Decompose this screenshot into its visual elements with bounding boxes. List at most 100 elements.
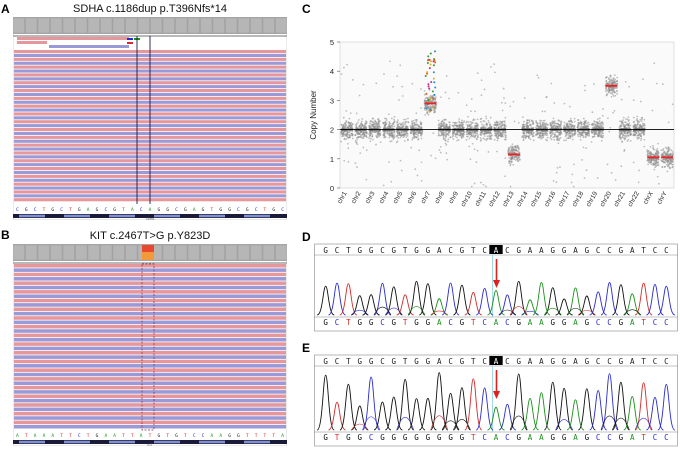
copy-number-point (606, 82, 609, 85)
copy-number-point (349, 130, 352, 133)
copy-number-point (448, 97, 451, 100)
panel-e-chromatogram: GGCTTGGGGCCGGGTGGGGGAGCGGGTTCCAACCGGAAAA… (314, 354, 678, 447)
coverage-bar (237, 17, 250, 34)
highlight-point (433, 59, 436, 62)
copy-number-point (634, 132, 637, 135)
called-base: G (516, 318, 521, 327)
trace-peak (339, 283, 358, 316)
copy-number-point (582, 146, 585, 149)
reference-base: C (255, 207, 258, 213)
copy-number-point (595, 121, 598, 123)
trace-peak (646, 396, 664, 431)
sequencing-read (14, 403, 286, 407)
reference-base: G (157, 433, 160, 439)
copy-number-point (377, 121, 380, 124)
reference-base: T (131, 433, 134, 439)
copy-number-point (595, 130, 598, 133)
copy-number-point (556, 122, 559, 125)
sequencing-read (14, 381, 286, 385)
sequencing-read (14, 377, 286, 381)
copy-number-point (375, 143, 377, 146)
copy-number-point (596, 118, 599, 121)
copy-number-point (457, 91, 460, 94)
sequencing-read (14, 264, 286, 268)
copy-number-point (388, 130, 391, 133)
copy-number-point (460, 122, 462, 124)
copy-number-point (474, 135, 476, 138)
copy-number-point (465, 133, 468, 136)
secondary-peak (396, 417, 414, 431)
copy-number-point (657, 182, 660, 185)
copy-number-point (439, 96, 442, 99)
reference-base: G (619, 357, 624, 366)
copy-number-point (610, 89, 612, 92)
copy-number-point (501, 124, 503, 127)
copy-number-point (383, 117, 386, 120)
copy-number-point (454, 133, 457, 136)
sequencing-read (14, 407, 286, 412)
copy-number-point (444, 136, 447, 139)
highlight-point (427, 55, 430, 58)
reference-base: A (149, 207, 152, 213)
copy-number-point (479, 120, 482, 123)
highlight-point (432, 64, 435, 67)
copy-number-point (424, 114, 427, 116)
copy-number-point (343, 138, 346, 141)
copy-number-point (508, 157, 511, 159)
copy-number-point (654, 164, 657, 167)
copy-number-point (402, 133, 404, 136)
reference-base: G (585, 357, 590, 366)
copy-number-point (623, 138, 626, 141)
y-tick-label: 5 (330, 38, 334, 47)
copy-number-point (351, 78, 354, 81)
copy-number-point (489, 123, 492, 126)
exon-block (19, 214, 45, 218)
copy-number-point (650, 163, 653, 166)
copy-number-point (369, 122, 371, 125)
called-base: C (653, 318, 658, 327)
copy-number-point (545, 134, 547, 136)
copy-number-point (599, 135, 602, 138)
copy-number-point (666, 165, 669, 168)
copy-number-point (432, 108, 435, 111)
copy-number-point (544, 110, 546, 113)
sequencing-read (14, 329, 286, 333)
copy-number-point (592, 122, 594, 125)
sequencing-read (14, 411, 286, 416)
called-base: G (403, 433, 408, 442)
coverage-bar (212, 17, 225, 34)
copy-number-point (671, 166, 674, 168)
copy-number-point (420, 126, 423, 129)
copy-number-point (420, 107, 422, 109)
copy-number-point (581, 159, 583, 161)
coverage-bar (250, 17, 263, 34)
copy-number-point (488, 135, 491, 138)
called-base: G (357, 318, 362, 327)
copy-number-point (343, 159, 346, 162)
copy-number-point (443, 119, 446, 121)
coverage-bar (62, 17, 75, 34)
copy-number-point (480, 134, 483, 137)
copy-number-point (653, 62, 656, 65)
copy-number-point (428, 96, 431, 99)
copy-number-point (541, 121, 544, 124)
reference-base: G (272, 207, 275, 213)
x-tick-label: chr12 (488, 190, 502, 208)
copy-number-point (619, 120, 621, 123)
copy-number-point (371, 120, 373, 123)
sequencing-read (14, 424, 286, 429)
copy-number-point (516, 146, 519, 149)
reference-base: C (237, 207, 240, 213)
copy-number-point (399, 64, 402, 67)
copy-number-point (483, 135, 486, 137)
copy-number-point (500, 135, 503, 138)
copy-number-point (412, 119, 414, 122)
panel-d-chromatogram: GGCCTTGGGGCCGGTTGGGGAACCGGTTCCAACCGGAAAA… (314, 243, 678, 332)
highlight-point (429, 60, 432, 63)
sequencing-read (14, 303, 286, 307)
copy-number-point (411, 138, 414, 141)
copy-number-point (373, 123, 376, 126)
copy-number-point (611, 93, 614, 96)
highlight-point (425, 92, 428, 95)
copy-number-point (427, 106, 430, 108)
